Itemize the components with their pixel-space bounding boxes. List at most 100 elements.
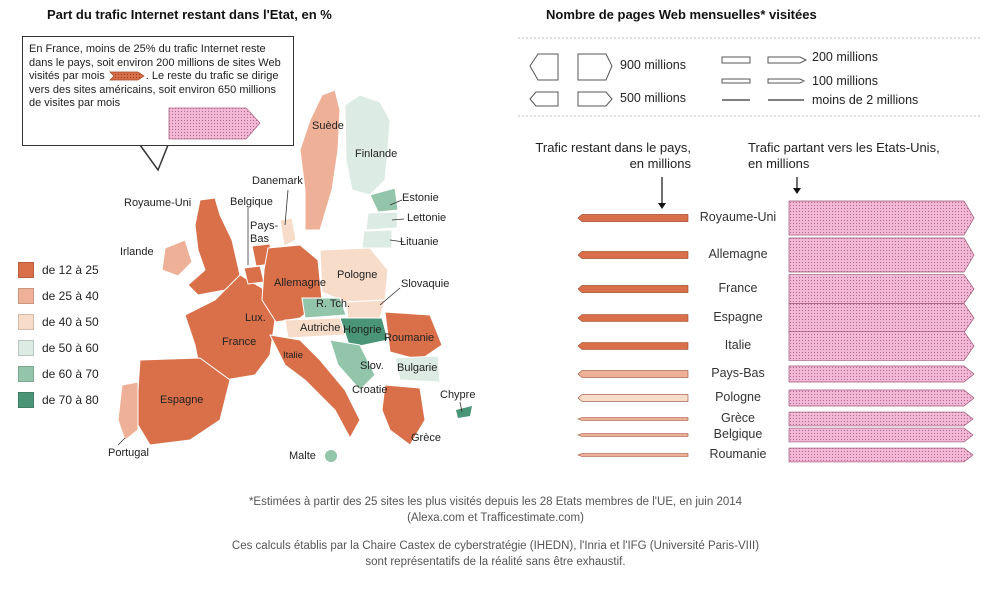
bar-us-france [788, 274, 975, 304]
category-label: Royaume-Uni [699, 210, 777, 224]
bar-us-pologne [788, 389, 975, 407]
footnote-source-2: (Alexa.com et Trafficestimate.com) [407, 512, 584, 524]
arrow-down-icon [658, 203, 666, 209]
traffic-bars [577, 200, 975, 463]
bar-local-italie [577, 342, 689, 350]
category-label: Pays-Bas [711, 366, 765, 380]
bar-us-roumanie [788, 447, 974, 463]
label-danemark: Danemark [252, 175, 303, 187]
country-estonia [369, 187, 399, 213]
footnote-source-1: *Estimées à partir des 25 sites les plus… [248, 496, 743, 508]
label-lux: Lux. [245, 312, 266, 324]
callout-text-2: . Le reste du trafic se dirige vers des … [29, 70, 279, 109]
category-label: Espagne [713, 310, 763, 324]
bar-us-royaume-uni [788, 200, 975, 236]
size-label-100: 100 millions [812, 74, 879, 88]
country-romania [384, 311, 443, 361]
bar-local-royaume-uni [577, 214, 689, 222]
legend-item: de 12 à 25 [18, 262, 99, 278]
country-austria [284, 317, 346, 339]
legend-item: de 25 à 40 [18, 288, 99, 304]
country-ireland [161, 239, 193, 277]
bar-local-allemagne [577, 251, 689, 259]
label-grece: Grèce [411, 432, 441, 444]
country-portugal [117, 381, 139, 441]
map-callout: En France, moins de 25% du trafic Intern… [22, 36, 294, 146]
country-czech [301, 297, 347, 319]
label-france: France [222, 336, 257, 348]
shape-500-right [577, 91, 613, 107]
label-autriche: Autriche [300, 322, 341, 334]
legend-item: de 50 à 60 [18, 340, 99, 356]
label-pologne: Pologne [337, 269, 378, 281]
category-label: Pologne [715, 390, 761, 404]
bar-local-roumanie [577, 453, 689, 457]
category-label: Roumanie [709, 447, 767, 461]
bar-us-pays-bas [788, 365, 975, 383]
size-legend-shapes [518, 37, 980, 117]
size-label-min: moins de 2 millions [812, 93, 919, 107]
label-malte: Malte [289, 450, 316, 462]
country-cyprus [456, 406, 472, 418]
label-roumanie: Roumanie [384, 332, 435, 344]
label-irlande: Irlande [120, 246, 154, 258]
bar-local-france [577, 285, 689, 293]
label-lituanie: Lituanie [400, 236, 439, 248]
size-label-500: 500 millions [620, 91, 687, 105]
size-label-200: 200 millions [812, 50, 879, 64]
label-estonie: Estonie [402, 192, 439, 204]
label-pays-bas: Pays- Bas [250, 220, 279, 245]
label-chypre: Chypre [440, 389, 476, 401]
country-denmark [279, 217, 297, 247]
bar-us-grèce [788, 411, 974, 427]
pages-title: Nombre de pages Web mensuelles* visitées [546, 7, 817, 22]
shape-500-left [529, 91, 559, 107]
legend-item: de 60 à 70 [18, 366, 99, 382]
legend-item: de 70 à 80 [18, 392, 99, 408]
bar-local-espagne [577, 314, 689, 322]
category-label: Allemagne [708, 247, 768, 261]
country-finland [344, 94, 391, 196]
label-royaume-uni: Royaume-Uni [124, 197, 192, 209]
arrow-down-icon [793, 188, 801, 194]
label-slov: Slov. [360, 360, 384, 372]
size-label-900: 900 millions [620, 58, 687, 72]
country-malta [325, 450, 337, 462]
header-arrows [658, 177, 801, 209]
country-italy [269, 334, 361, 440]
bar-local-pays-bas [577, 370, 689, 378]
bar-us-italie [788, 331, 975, 361]
label-suede: Suède [312, 120, 344, 132]
country-slovenia-croatia [329, 339, 376, 391]
bar-local-pologne [577, 394, 689, 402]
bar-us-allemagne [788, 237, 975, 273]
country-uk [187, 197, 241, 296]
col-left-header: Trafic restant dans le pays, en millions [535, 140, 691, 171]
callout-text-1: En France, moins de 25% du trafic Intern… [29, 43, 281, 82]
shape-200-right [767, 56, 808, 64]
footnote-method-2: sont représentatifs de la réalité sans ê… [365, 556, 626, 568]
category-label: France [718, 281, 758, 295]
label-allemagne: Allemagne [274, 277, 326, 289]
footnote-method-1: Ces calculs établis par la Chaire Castex… [231, 540, 760, 552]
label-belgique: Belgique [230, 196, 273, 208]
callout-pink-bar-icon [168, 107, 261, 140]
bar-local-grèce [577, 417, 689, 421]
country-latvia [365, 211, 399, 231]
label-espagne: Espagne [160, 394, 204, 406]
bar-local-belgique [577, 433, 689, 437]
label-italie: Italie [283, 350, 304, 361]
map-title: Part du trafic Internet restant dans l'E… [47, 7, 332, 22]
label-lettonie: Lettonie [407, 212, 447, 224]
europe-map [117, 89, 472, 462]
callout-orange-bar-icon [108, 71, 145, 81]
col-right-header: Trafic partant vers les Etats-Unis, en m… [748, 140, 940, 171]
bar-us-belgique [788, 427, 974, 443]
category-label: Belgique [713, 427, 763, 441]
label-bulgarie: Bulgarie [397, 362, 438, 374]
label-slovaquie: Slovaquie [401, 278, 450, 290]
shape-100-left [721, 78, 751, 84]
label-portugal: Portugal [108, 447, 149, 459]
label-croatie: Croatie [352, 384, 388, 396]
label-hongrie: Hongrie [343, 324, 382, 336]
